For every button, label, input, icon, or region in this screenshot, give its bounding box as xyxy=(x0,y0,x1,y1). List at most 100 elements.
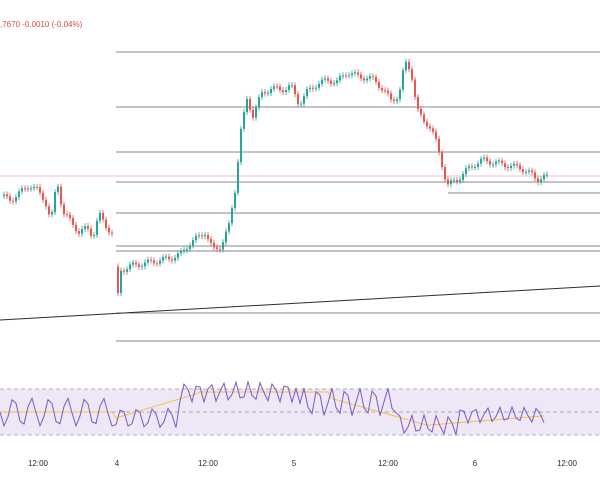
candle-body xyxy=(264,92,266,94)
candle-body xyxy=(12,200,14,202)
candle-body xyxy=(162,256,164,261)
rsi-line xyxy=(0,380,545,436)
trendline xyxy=(0,285,600,321)
candle-body xyxy=(453,180,455,182)
candle-body xyxy=(426,121,428,127)
candle-body xyxy=(165,256,167,258)
candle-body xyxy=(81,228,83,234)
price-readout: ,7670 -0.0010 (-0.04%) xyxy=(0,20,83,29)
candle-body xyxy=(303,96,305,104)
candle-body xyxy=(408,61,410,70)
candle-body xyxy=(174,257,176,261)
candle-body xyxy=(228,223,230,232)
candle-body xyxy=(36,186,38,188)
candle-body xyxy=(39,187,41,193)
candle-body xyxy=(333,83,335,85)
candle-body xyxy=(420,108,422,115)
candle-body xyxy=(111,232,113,234)
candle-body xyxy=(60,186,62,205)
candle-body xyxy=(450,180,452,185)
candle-body xyxy=(144,262,146,267)
candle-body xyxy=(360,74,362,79)
candle-body xyxy=(192,240,194,246)
time-axis-label: 12:00 xyxy=(27,459,49,468)
candle-body xyxy=(354,72,356,74)
candle-body xyxy=(180,251,182,254)
candle-body xyxy=(522,169,524,173)
candle-body xyxy=(237,162,239,193)
candle-body xyxy=(501,160,503,164)
time-axis-label: 5 xyxy=(291,459,297,468)
candle-body xyxy=(546,174,548,176)
candle-body xyxy=(525,171,527,173)
candle-body xyxy=(159,260,161,264)
candle-body xyxy=(270,88,272,94)
candle-body xyxy=(405,61,407,71)
candle-body xyxy=(51,212,53,215)
candle-body xyxy=(507,167,509,169)
candle-body xyxy=(378,81,380,88)
candle-body xyxy=(6,194,8,197)
candle-body xyxy=(531,170,533,173)
candle-body xyxy=(288,85,290,90)
candle-body xyxy=(390,93,392,100)
candle-body xyxy=(249,98,251,110)
candle-body xyxy=(447,179,449,185)
candle-body xyxy=(324,78,326,80)
candle-body xyxy=(198,235,200,237)
candle-body xyxy=(156,263,158,265)
candle-body xyxy=(348,75,350,77)
candle-body xyxy=(96,220,98,235)
candle-body xyxy=(537,178,539,183)
candle-body xyxy=(543,174,545,180)
candle-body xyxy=(342,75,344,77)
candle-body xyxy=(252,109,254,118)
candle-body xyxy=(279,86,281,91)
candle-body xyxy=(219,249,221,251)
candle-body xyxy=(126,269,128,272)
candle-body xyxy=(321,79,323,84)
candle-body xyxy=(258,97,260,108)
candle-body xyxy=(306,89,308,97)
time-axis-label: 12:00 xyxy=(556,459,578,468)
candle-body xyxy=(498,160,500,162)
time-axis-label: 4 xyxy=(114,459,120,468)
candle-body xyxy=(327,78,329,81)
candle-body xyxy=(285,89,287,93)
candle-body xyxy=(132,262,134,265)
candle-body xyxy=(336,80,338,84)
candle-body xyxy=(33,186,35,189)
candle-body xyxy=(171,259,173,261)
candle-body xyxy=(135,262,137,265)
candle-body xyxy=(297,94,299,105)
candle-body xyxy=(177,253,179,258)
candle-body xyxy=(504,163,506,168)
candle-body xyxy=(120,270,122,294)
candle-body xyxy=(384,90,386,92)
candle-body xyxy=(186,249,188,251)
candle-body xyxy=(48,206,50,215)
candle-body xyxy=(363,78,365,81)
candle-body xyxy=(474,166,476,168)
candle-body xyxy=(483,157,485,159)
candle-body xyxy=(513,163,515,166)
candle-body xyxy=(432,128,434,132)
candle-body xyxy=(69,214,71,219)
time-axis-label: 12:00 xyxy=(197,459,219,468)
candle-body xyxy=(87,226,89,229)
candle-body xyxy=(399,89,401,100)
candle-body xyxy=(330,80,332,84)
candle-body xyxy=(465,168,467,175)
candle-body xyxy=(444,167,446,180)
candle-body xyxy=(129,264,131,270)
candle-body xyxy=(99,212,101,221)
candle-body xyxy=(534,172,536,179)
candle-body xyxy=(411,69,413,80)
candle-body xyxy=(240,128,242,163)
candle-body xyxy=(105,219,107,228)
candle-body xyxy=(3,194,5,196)
candle-body xyxy=(519,165,521,170)
candle-body xyxy=(369,76,371,79)
